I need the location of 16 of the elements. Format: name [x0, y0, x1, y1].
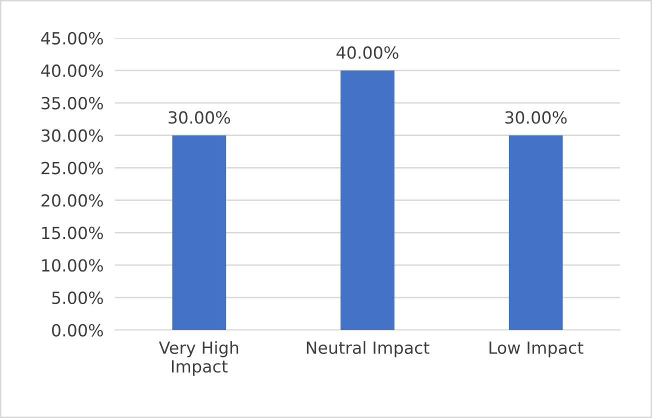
y-tick-label: 5.00%: [52, 292, 103, 304]
x-tick-label: Low Impact: [490, 342, 584, 358]
y-tick-label: 25.00%: [42, 162, 103, 174]
data-label: 30.00%: [168, 111, 230, 124]
y-tick-label: 20.00%: [42, 194, 103, 207]
y-tick-label: 35.00%: [42, 96, 103, 110]
y-tick-label: 40.00%: [41, 64, 103, 78]
x-tick-label: Neutral Impact: [306, 341, 430, 358]
data-label: 40.00%: [336, 46, 398, 59]
y-tick-label: 45.00%: [41, 32, 103, 45]
y-tick-label: 15.00%: [42, 226, 103, 240]
data-label: 30.00%: [505, 111, 567, 124]
y-tick-label: 30.00%: [42, 129, 103, 142]
y-tick-label: 10.00%: [42, 259, 103, 272]
y-tick-label: 0.00%: [52, 324, 103, 337]
x-tick-label: Very High Impact: [158, 341, 238, 376]
